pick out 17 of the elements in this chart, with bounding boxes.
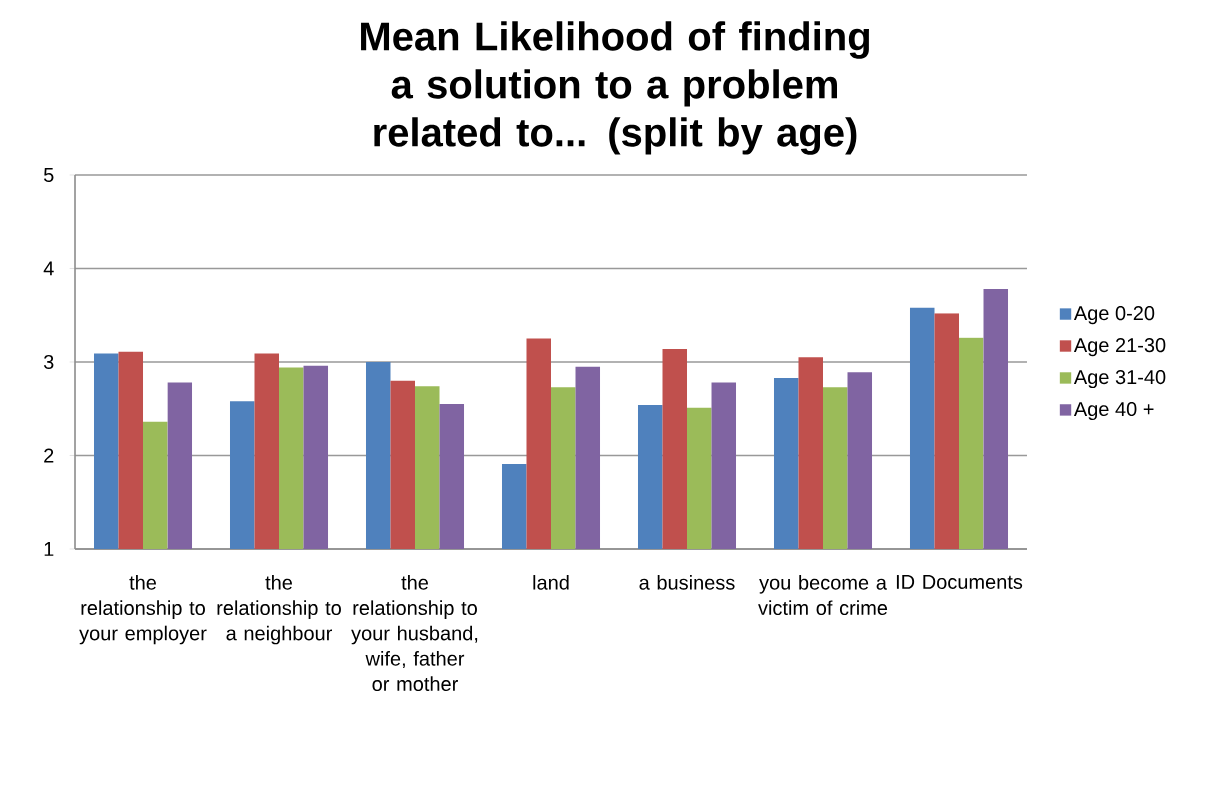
y-tick-label: 4 bbox=[43, 261, 54, 276]
y-tick-label: 1 bbox=[44, 542, 54, 556]
x-tick-label: the relationship to your employer bbox=[79, 575, 207, 645]
x-tick-label: you become a victim of crime bbox=[758, 575, 888, 616]
x-tick-label: a business bbox=[639, 575, 735, 590]
legend-label: Age 31-40 bbox=[1073, 369, 1166, 389]
x-tick-label: the relationship to a neighbour bbox=[217, 575, 341, 645]
y-tick-label: 3 bbox=[43, 354, 54, 370]
x-tick-label: ID Documents bbox=[896, 575, 1023, 589]
legend-label: Age 21-30 bbox=[1073, 338, 1166, 357]
x-tick-label: land bbox=[533, 575, 569, 590]
legend-label: Age 0-20 bbox=[1073, 306, 1155, 325]
y-tick-label: 2 bbox=[44, 448, 54, 463]
chart-title: Mean Likelihood of finding a solution to a problem related to... (split by age) bbox=[361, 21, 870, 155]
x-tick-label: the relationship to your husband, wife, father or mother bbox=[351, 575, 478, 692]
y-tick-label: 5 bbox=[43, 168, 54, 182]
legend-label: Age 40 + bbox=[1073, 401, 1154, 421]
